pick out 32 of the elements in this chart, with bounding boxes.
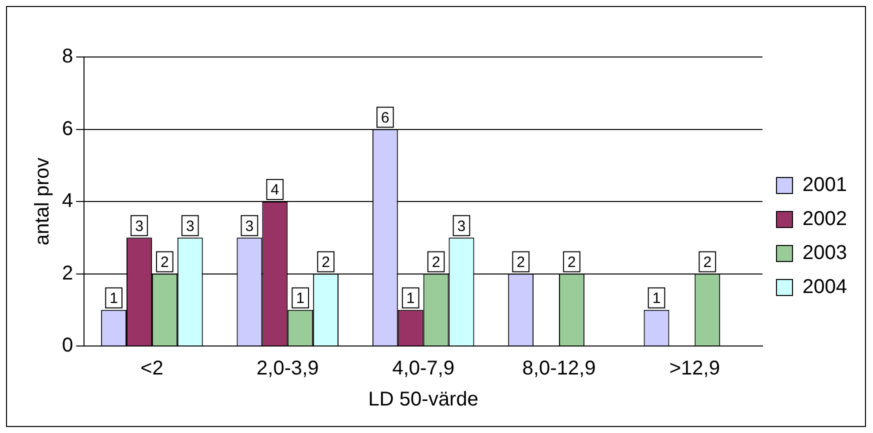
x-tick-label: 2,0-3,9 bbox=[256, 358, 319, 380]
legend-label: 2001 bbox=[802, 174, 848, 196]
x-tick-label: 8,0-12,9 bbox=[522, 358, 596, 380]
data-label: 4 bbox=[270, 182, 280, 199]
data-label: 2 bbox=[432, 254, 440, 271]
data-label: 2 bbox=[516, 254, 526, 271]
y-tick-label: 6 bbox=[62, 118, 74, 140]
y-tick-label: 0 bbox=[62, 334, 74, 357]
legend-label: 2002 bbox=[802, 208, 848, 230]
legend-label: 2003 bbox=[802, 242, 848, 264]
x-tick-label: >12,9 bbox=[669, 358, 720, 380]
data-label: 6 bbox=[380, 109, 390, 126]
data-label: 2 bbox=[568, 254, 576, 271]
data-label: 3 bbox=[245, 218, 254, 235]
y-tick-label: 4 bbox=[62, 190, 74, 212]
data-label: 2 bbox=[322, 254, 330, 271]
data-label: 2 bbox=[703, 254, 712, 271]
y-tick-label: 2 bbox=[62, 262, 74, 284]
data-label: 2 bbox=[160, 254, 169, 271]
data-label: 1 bbox=[110, 290, 118, 308]
data-label: 3 bbox=[186, 218, 194, 235]
y-tick-label: 8 bbox=[62, 46, 74, 68]
x-tick-label: <2 bbox=[140, 358, 164, 380]
x-axis-title: LD 50-värde bbox=[368, 388, 478, 411]
data-label: 3 bbox=[135, 218, 144, 235]
data-label: 1 bbox=[406, 290, 415, 308]
data-label: 1 bbox=[652, 290, 661, 308]
data-label: 3 bbox=[457, 218, 466, 235]
x-tick-label: 4,0-7,9 bbox=[392, 358, 454, 380]
legend-label: 2004 bbox=[802, 276, 848, 298]
data-label: 1 bbox=[296, 290, 305, 308]
y-axis-title: antal prov bbox=[32, 158, 54, 246]
